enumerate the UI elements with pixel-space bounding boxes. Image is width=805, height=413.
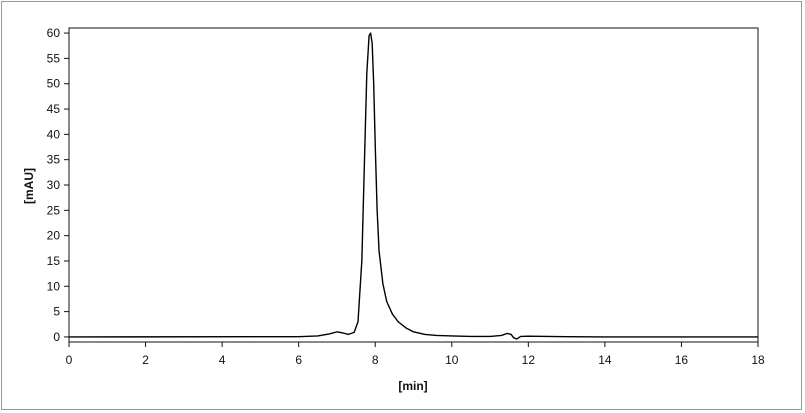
y-tick-label: 20 — [47, 229, 61, 243]
y-tick-label: 55 — [47, 51, 61, 65]
x-tick-label: 12 — [522, 353, 536, 367]
x-tick-label: 10 — [445, 353, 459, 367]
x-tick-label: 8 — [372, 353, 379, 367]
y-tick-label: 60 — [47, 26, 61, 40]
y-axis-label: [mAU] — [22, 168, 36, 204]
x-tick-label: 4 — [219, 353, 226, 367]
y-tick-label: 10 — [47, 279, 61, 293]
plot-area — [68, 27, 759, 343]
x-tick-label: 2 — [142, 353, 149, 367]
x-tick-label: 18 — [751, 353, 765, 367]
y-tick-label: 35 — [47, 153, 61, 167]
y-tick-label: 15 — [47, 254, 61, 268]
y-tick-label: 0 — [53, 330, 60, 344]
x-tick-label: 0 — [66, 353, 73, 367]
x-axis-label: [min] — [398, 379, 427, 393]
y-tick-label: 50 — [47, 77, 61, 91]
x-tick-label: 14 — [598, 353, 612, 367]
y-axis-ticks: 0 5 10 15 20 25 30 35 40 45 50 55 60 — [47, 26, 69, 344]
x-tick-label: 16 — [675, 353, 689, 367]
y-tick-label: 5 — [53, 305, 60, 319]
x-axis-ticks: 0 2 4 6 8 10 12 14 16 18 — [66, 342, 765, 367]
y-tick-label: 30 — [47, 178, 61, 192]
y-tick-label: 45 — [47, 102, 61, 116]
x-tick-label: 6 — [295, 353, 302, 367]
y-tick-label: 25 — [47, 203, 61, 217]
series-line — [68, 32, 758, 340]
y-tick-label: 40 — [47, 127, 61, 141]
